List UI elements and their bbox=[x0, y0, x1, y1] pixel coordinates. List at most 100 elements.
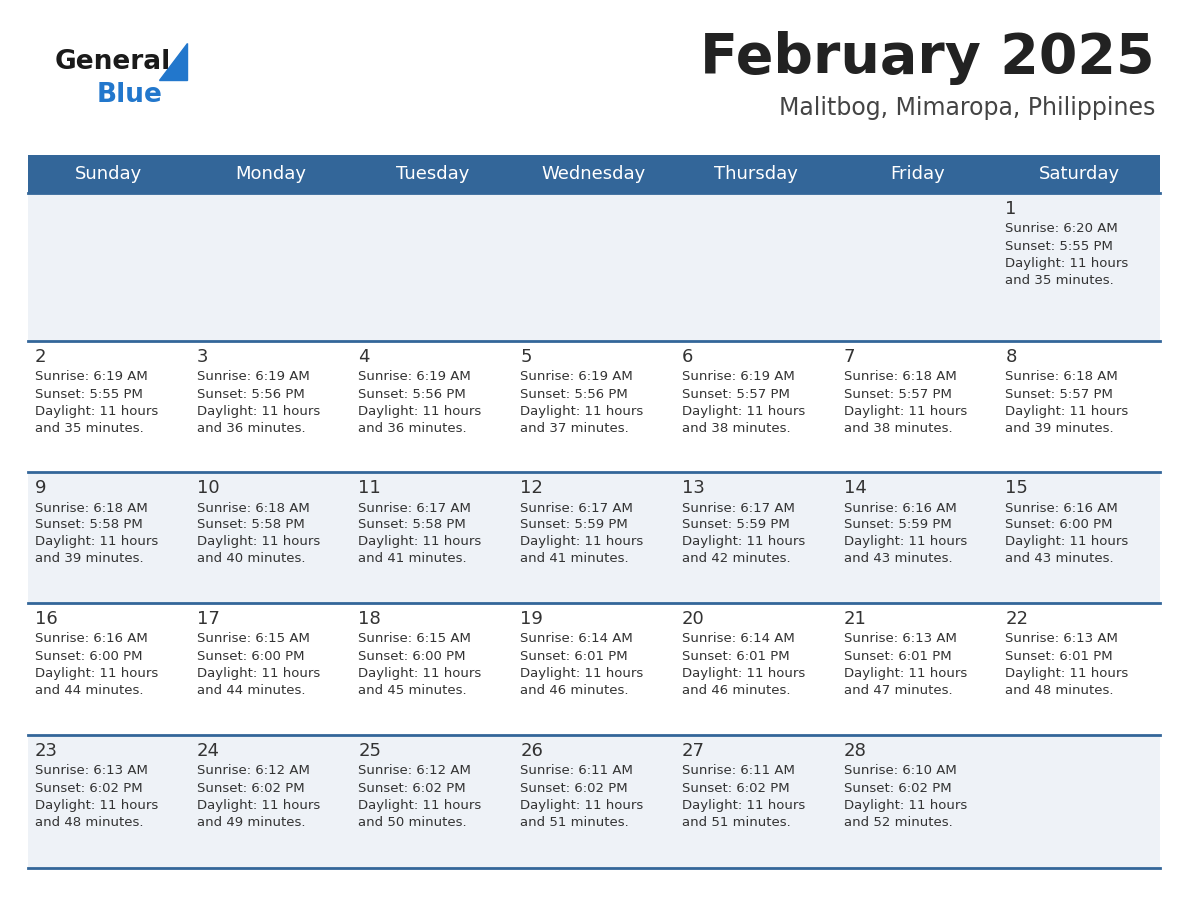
Text: Malitbog, Mimaropa, Philippines: Malitbog, Mimaropa, Philippines bbox=[778, 96, 1155, 120]
Text: and 41 minutes.: and 41 minutes. bbox=[520, 553, 628, 565]
Text: and 48 minutes.: and 48 minutes. bbox=[1005, 684, 1114, 697]
Text: Daylight: 11 hours: Daylight: 11 hours bbox=[34, 405, 158, 418]
Text: Sunrise: 6:10 AM: Sunrise: 6:10 AM bbox=[843, 765, 956, 778]
Text: 13: 13 bbox=[682, 479, 704, 497]
Text: Sunrise: 6:19 AM: Sunrise: 6:19 AM bbox=[359, 371, 472, 384]
Text: Sunrise: 6:18 AM: Sunrise: 6:18 AM bbox=[1005, 371, 1118, 384]
Text: Sunset: 6:00 PM: Sunset: 6:00 PM bbox=[1005, 519, 1113, 532]
Text: and 46 minutes.: and 46 minutes. bbox=[520, 684, 628, 697]
Text: Blue: Blue bbox=[97, 82, 163, 108]
Text: Daylight: 11 hours: Daylight: 11 hours bbox=[520, 535, 644, 548]
Text: Sunrise: 6:17 AM: Sunrise: 6:17 AM bbox=[520, 501, 633, 514]
Bar bbox=[29, 341, 1159, 472]
Text: 5: 5 bbox=[520, 348, 532, 366]
Text: 14: 14 bbox=[843, 479, 866, 497]
Text: and 49 minutes.: and 49 minutes. bbox=[197, 815, 305, 829]
Text: and 35 minutes.: and 35 minutes. bbox=[1005, 274, 1114, 286]
Text: and 47 minutes.: and 47 minutes. bbox=[843, 684, 953, 697]
Text: Sunrise: 6:17 AM: Sunrise: 6:17 AM bbox=[682, 501, 795, 514]
Text: 28: 28 bbox=[843, 742, 866, 760]
Text: Sunrise: 6:12 AM: Sunrise: 6:12 AM bbox=[359, 765, 472, 778]
Text: and 37 minutes.: and 37 minutes. bbox=[520, 421, 628, 434]
Text: 25: 25 bbox=[359, 742, 381, 760]
Text: 3: 3 bbox=[197, 348, 208, 366]
Text: Sunset: 6:01 PM: Sunset: 6:01 PM bbox=[843, 650, 952, 663]
Text: Sunset: 5:57 PM: Sunset: 5:57 PM bbox=[682, 387, 790, 400]
Text: 15: 15 bbox=[1005, 479, 1028, 497]
Text: 11: 11 bbox=[359, 479, 381, 497]
Text: Sunset: 6:02 PM: Sunset: 6:02 PM bbox=[682, 781, 790, 794]
Text: Daylight: 11 hours: Daylight: 11 hours bbox=[843, 405, 967, 418]
Polygon shape bbox=[159, 43, 187, 80]
Text: Daylight: 11 hours: Daylight: 11 hours bbox=[682, 405, 805, 418]
Text: Sunset: 6:02 PM: Sunset: 6:02 PM bbox=[520, 781, 627, 794]
Text: Tuesday: Tuesday bbox=[396, 165, 469, 183]
Text: Daylight: 11 hours: Daylight: 11 hours bbox=[197, 405, 320, 418]
Text: 23: 23 bbox=[34, 742, 58, 760]
Text: Daylight: 11 hours: Daylight: 11 hours bbox=[520, 666, 644, 679]
Text: Daylight: 11 hours: Daylight: 11 hours bbox=[197, 535, 320, 548]
Text: and 39 minutes.: and 39 minutes. bbox=[1005, 421, 1114, 434]
Text: Daylight: 11 hours: Daylight: 11 hours bbox=[520, 405, 644, 418]
Text: Sunrise: 6:18 AM: Sunrise: 6:18 AM bbox=[197, 501, 309, 514]
Text: 27: 27 bbox=[682, 742, 704, 760]
Text: Sunset: 5:56 PM: Sunset: 5:56 PM bbox=[520, 387, 628, 400]
Text: Sunset: 5:56 PM: Sunset: 5:56 PM bbox=[359, 387, 466, 400]
Text: Sunrise: 6:18 AM: Sunrise: 6:18 AM bbox=[34, 501, 147, 514]
Text: Sunrise: 6:19 AM: Sunrise: 6:19 AM bbox=[34, 371, 147, 384]
Text: Daylight: 11 hours: Daylight: 11 hours bbox=[359, 799, 481, 812]
Text: Sunset: 5:56 PM: Sunset: 5:56 PM bbox=[197, 387, 304, 400]
Text: Daylight: 11 hours: Daylight: 11 hours bbox=[1005, 405, 1129, 418]
Bar bbox=[29, 603, 1159, 735]
Text: Sunrise: 6:11 AM: Sunrise: 6:11 AM bbox=[520, 765, 633, 778]
Text: Sunrise: 6:16 AM: Sunrise: 6:16 AM bbox=[843, 501, 956, 514]
Text: Thursday: Thursday bbox=[714, 165, 797, 183]
Text: Sunset: 5:55 PM: Sunset: 5:55 PM bbox=[1005, 240, 1113, 252]
Text: Wednesday: Wednesday bbox=[542, 165, 646, 183]
Text: 6: 6 bbox=[682, 348, 694, 366]
Text: Daylight: 11 hours: Daylight: 11 hours bbox=[843, 666, 967, 679]
Text: Sunset: 6:02 PM: Sunset: 6:02 PM bbox=[197, 781, 304, 794]
Text: Sunset: 6:00 PM: Sunset: 6:00 PM bbox=[359, 650, 466, 663]
Text: Sunset: 6:01 PM: Sunset: 6:01 PM bbox=[682, 650, 790, 663]
Text: and 51 minutes.: and 51 minutes. bbox=[520, 815, 628, 829]
Text: Sunrise: 6:14 AM: Sunrise: 6:14 AM bbox=[520, 633, 633, 645]
Text: Daylight: 11 hours: Daylight: 11 hours bbox=[1005, 256, 1129, 270]
Text: Sunrise: 6:13 AM: Sunrise: 6:13 AM bbox=[843, 633, 956, 645]
Text: Sunrise: 6:19 AM: Sunrise: 6:19 AM bbox=[197, 371, 309, 384]
Text: Sunset: 6:01 PM: Sunset: 6:01 PM bbox=[520, 650, 627, 663]
Text: Sunset: 5:59 PM: Sunset: 5:59 PM bbox=[682, 519, 790, 532]
Text: and 44 minutes.: and 44 minutes. bbox=[197, 684, 305, 697]
Text: Daylight: 11 hours: Daylight: 11 hours bbox=[359, 666, 481, 679]
Text: Sunrise: 6:15 AM: Sunrise: 6:15 AM bbox=[197, 633, 310, 645]
Text: Sunrise: 6:14 AM: Sunrise: 6:14 AM bbox=[682, 633, 795, 645]
Text: Daylight: 11 hours: Daylight: 11 hours bbox=[197, 799, 320, 812]
Text: 18: 18 bbox=[359, 610, 381, 628]
Text: and 48 minutes.: and 48 minutes. bbox=[34, 815, 144, 829]
Text: and 36 minutes.: and 36 minutes. bbox=[359, 421, 467, 434]
Text: and 39 minutes.: and 39 minutes. bbox=[34, 553, 144, 565]
Text: 17: 17 bbox=[197, 610, 220, 628]
Text: and 51 minutes.: and 51 minutes. bbox=[682, 815, 790, 829]
Text: General: General bbox=[55, 49, 171, 75]
Text: Daylight: 11 hours: Daylight: 11 hours bbox=[359, 535, 481, 548]
Text: February 2025: February 2025 bbox=[701, 31, 1155, 85]
Text: Sunrise: 6:17 AM: Sunrise: 6:17 AM bbox=[359, 501, 472, 514]
Text: 1: 1 bbox=[1005, 200, 1017, 218]
Text: Monday: Monday bbox=[235, 165, 307, 183]
Text: 2: 2 bbox=[34, 348, 46, 366]
Text: Sunrise: 6:13 AM: Sunrise: 6:13 AM bbox=[34, 765, 147, 778]
Text: Sunset: 5:57 PM: Sunset: 5:57 PM bbox=[1005, 387, 1113, 400]
Text: and 45 minutes.: and 45 minutes. bbox=[359, 684, 467, 697]
Text: Sunrise: 6:13 AM: Sunrise: 6:13 AM bbox=[1005, 633, 1118, 645]
Text: Sunset: 5:55 PM: Sunset: 5:55 PM bbox=[34, 387, 143, 400]
Text: Daylight: 11 hours: Daylight: 11 hours bbox=[1005, 666, 1129, 679]
Text: 16: 16 bbox=[34, 610, 58, 628]
Text: Daylight: 11 hours: Daylight: 11 hours bbox=[34, 535, 158, 548]
Text: Sunrise: 6:20 AM: Sunrise: 6:20 AM bbox=[1005, 222, 1118, 236]
Text: and 44 minutes.: and 44 minutes. bbox=[34, 684, 144, 697]
Text: Sunset: 5:57 PM: Sunset: 5:57 PM bbox=[843, 387, 952, 400]
Text: 12: 12 bbox=[520, 479, 543, 497]
Text: and 40 minutes.: and 40 minutes. bbox=[197, 553, 305, 565]
Text: Daylight: 11 hours: Daylight: 11 hours bbox=[359, 405, 481, 418]
